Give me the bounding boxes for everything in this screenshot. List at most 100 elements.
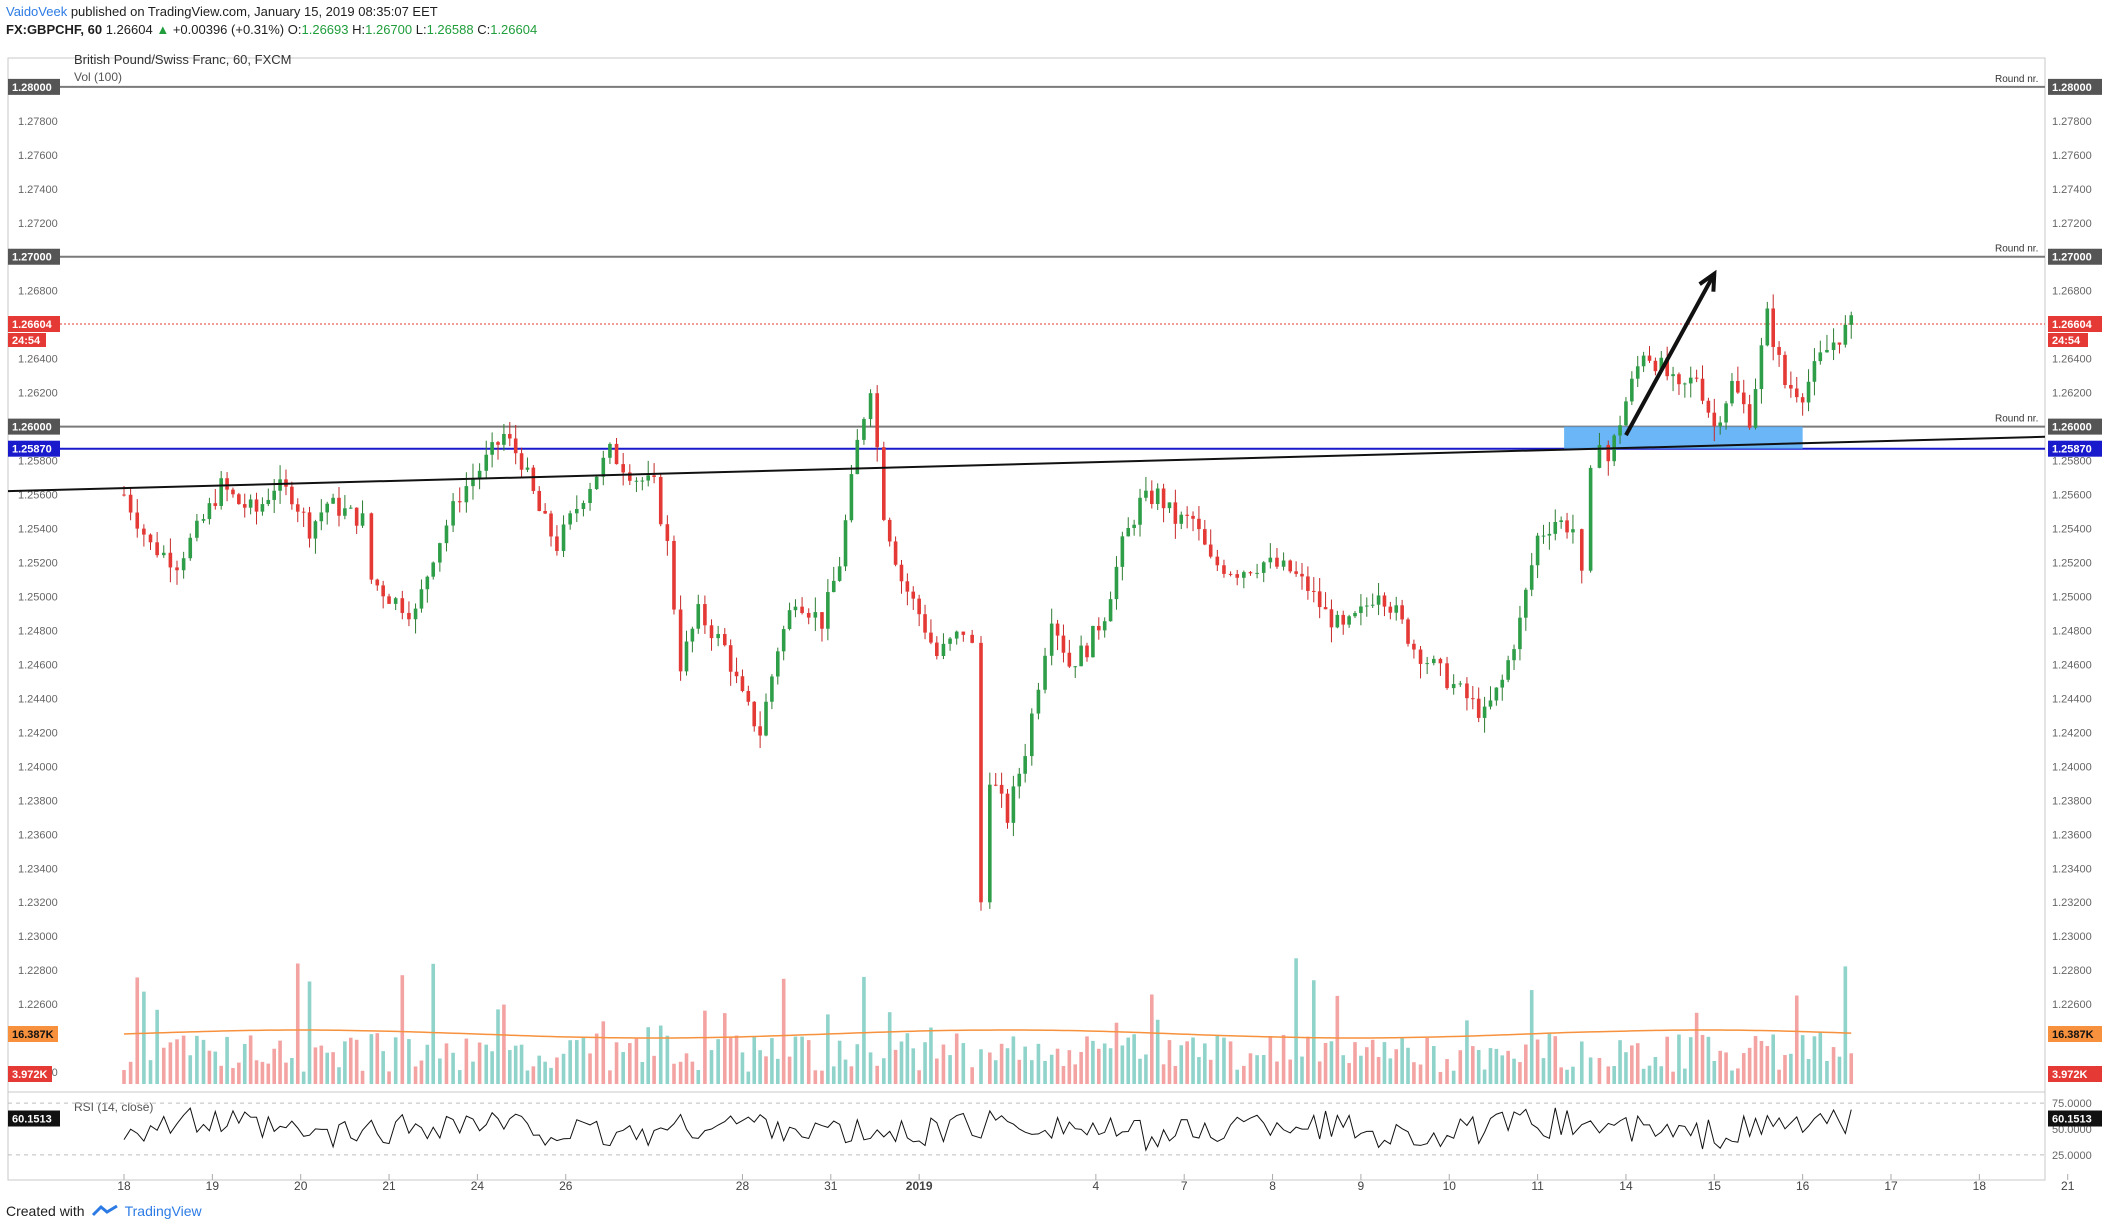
candle-up <box>826 592 830 629</box>
volume-bar <box>929 1027 933 1084</box>
volume-bar <box>387 1071 391 1084</box>
volume-last-badge-left <box>8 1066 52 1082</box>
candle-down <box>917 598 921 615</box>
volume-bar <box>1683 1068 1687 1084</box>
price-tick-right: 1.26200 <box>2052 388 2092 400</box>
volume-bar <box>531 1066 536 1084</box>
candle-up <box>1281 560 1286 567</box>
volume-bar <box>148 1060 153 1084</box>
candle-up <box>325 503 330 513</box>
price-tick-left: 1.23400 <box>18 863 58 875</box>
volume-bar <box>1765 1046 1770 1084</box>
volume-bar <box>260 1061 265 1084</box>
candle-up <box>1364 605 1369 607</box>
round-number-note: Round nr. <box>1995 414 2038 425</box>
volume-bar <box>954 1033 959 1084</box>
candle-down <box>875 393 879 448</box>
candle-up <box>181 558 186 571</box>
x-tick-label: 2019 <box>906 1179 933 1193</box>
candle-up <box>1730 380 1734 404</box>
candle-up <box>1529 565 1534 590</box>
candle-up <box>195 520 199 538</box>
chart-canvas[interactable]: British Pound/Swiss Franc, 60, FXCM Vol (… <box>0 0 2110 1200</box>
volume-bar <box>1571 1066 1575 1084</box>
candle-up <box>1073 666 1078 668</box>
candle-up <box>161 552 166 556</box>
volume-bar <box>425 1044 430 1084</box>
price-tick-left: 1.23800 <box>18 795 58 807</box>
volume-bar <box>690 1061 695 1084</box>
open-value: 1.26693 <box>301 22 349 37</box>
candle-up <box>1512 649 1516 661</box>
candle-down <box>740 676 745 691</box>
candle-up <box>1818 352 1823 362</box>
candle-up <box>1425 663 1429 665</box>
candle-up <box>1518 617 1522 650</box>
candle-up <box>348 507 353 509</box>
volume-bar <box>1471 1046 1475 1084</box>
candle-up <box>266 499 271 505</box>
price-tick-right: 1.25000 <box>2052 591 2092 603</box>
volume-bar <box>1458 1050 1463 1084</box>
x-tick-label: 10 <box>1443 1179 1457 1193</box>
candle-down <box>457 501 462 503</box>
price-tick-left: 1.27600 <box>18 150 58 162</box>
candle-down <box>1579 529 1584 571</box>
volume-bar <box>1091 1040 1095 1084</box>
price-tick-left: 1.25000 <box>18 591 58 603</box>
candle-up <box>1255 572 1259 574</box>
volume-last-badge-left-text: 3.972K <box>12 1069 48 1081</box>
candle-down <box>155 542 159 556</box>
price-tick-left: 1.24000 <box>18 761 58 773</box>
volume-bar <box>899 1041 904 1084</box>
volume-bar <box>1418 1064 1423 1084</box>
volume-bar <box>608 1070 612 1084</box>
x-tick-label: 18 <box>117 1179 131 1193</box>
candle-down <box>1445 663 1449 689</box>
candle-down <box>135 512 140 529</box>
candle-down <box>672 540 676 610</box>
volume-bar <box>775 1058 780 1084</box>
brand-name[interactable]: TradingView <box>124 1203 202 1219</box>
volume-bar <box>307 981 312 1084</box>
up-triangle-icon: ▲ <box>156 22 170 37</box>
candle-up <box>444 525 449 544</box>
candle-down <box>354 507 359 526</box>
rsi-badge-left <box>8 1110 60 1127</box>
candle-down <box>295 504 300 512</box>
volume-bar <box>728 1037 733 1084</box>
price-tick-right: 1.22600 <box>2052 999 2092 1011</box>
author-link[interactable]: VaidoVeek <box>6 4 68 19</box>
price-tick-left: 1.25800 <box>18 456 58 468</box>
volume-bar <box>1261 1055 1266 1084</box>
candle-down <box>628 472 632 481</box>
candle-up <box>941 643 946 657</box>
volume-bar <box>1747 1047 1752 1084</box>
x-tick-label: 17 <box>1884 1179 1898 1193</box>
candle-up <box>477 470 482 479</box>
volume-bar <box>331 1052 335 1084</box>
volume-bar <box>1753 1036 1758 1084</box>
candle-down <box>1382 595 1387 607</box>
candle-down <box>614 443 619 465</box>
volume-bar <box>1406 1047 1410 1084</box>
close-value: 1.26604 <box>490 22 538 37</box>
volume-bar <box>1311 980 1316 1084</box>
candle-up <box>948 638 952 644</box>
candle-up <box>1571 529 1575 533</box>
candle-down <box>1197 518 1201 530</box>
volume-bar <box>213 1051 218 1084</box>
price-badge-left-text: 1.27000 <box>12 252 52 264</box>
volume-bar <box>993 1060 998 1084</box>
volume-bar <box>1400 1037 1404 1084</box>
candle-up <box>313 521 318 539</box>
price-tick-right: 1.24200 <box>2052 727 2092 739</box>
volume-bar <box>1800 1035 1805 1084</box>
volume-bar <box>1215 1035 1220 1084</box>
volume-bar <box>826 1014 830 1084</box>
volume-bar <box>716 1039 720 1084</box>
ohlc-line: FX:GBPCHF, 60 1.26604 ▲ +0.00396 (+0.31%… <box>6 21 537 39</box>
candle-up <box>1029 713 1034 757</box>
volume-bar <box>999 1043 1004 1084</box>
volume-bar <box>1329 1041 1334 1084</box>
